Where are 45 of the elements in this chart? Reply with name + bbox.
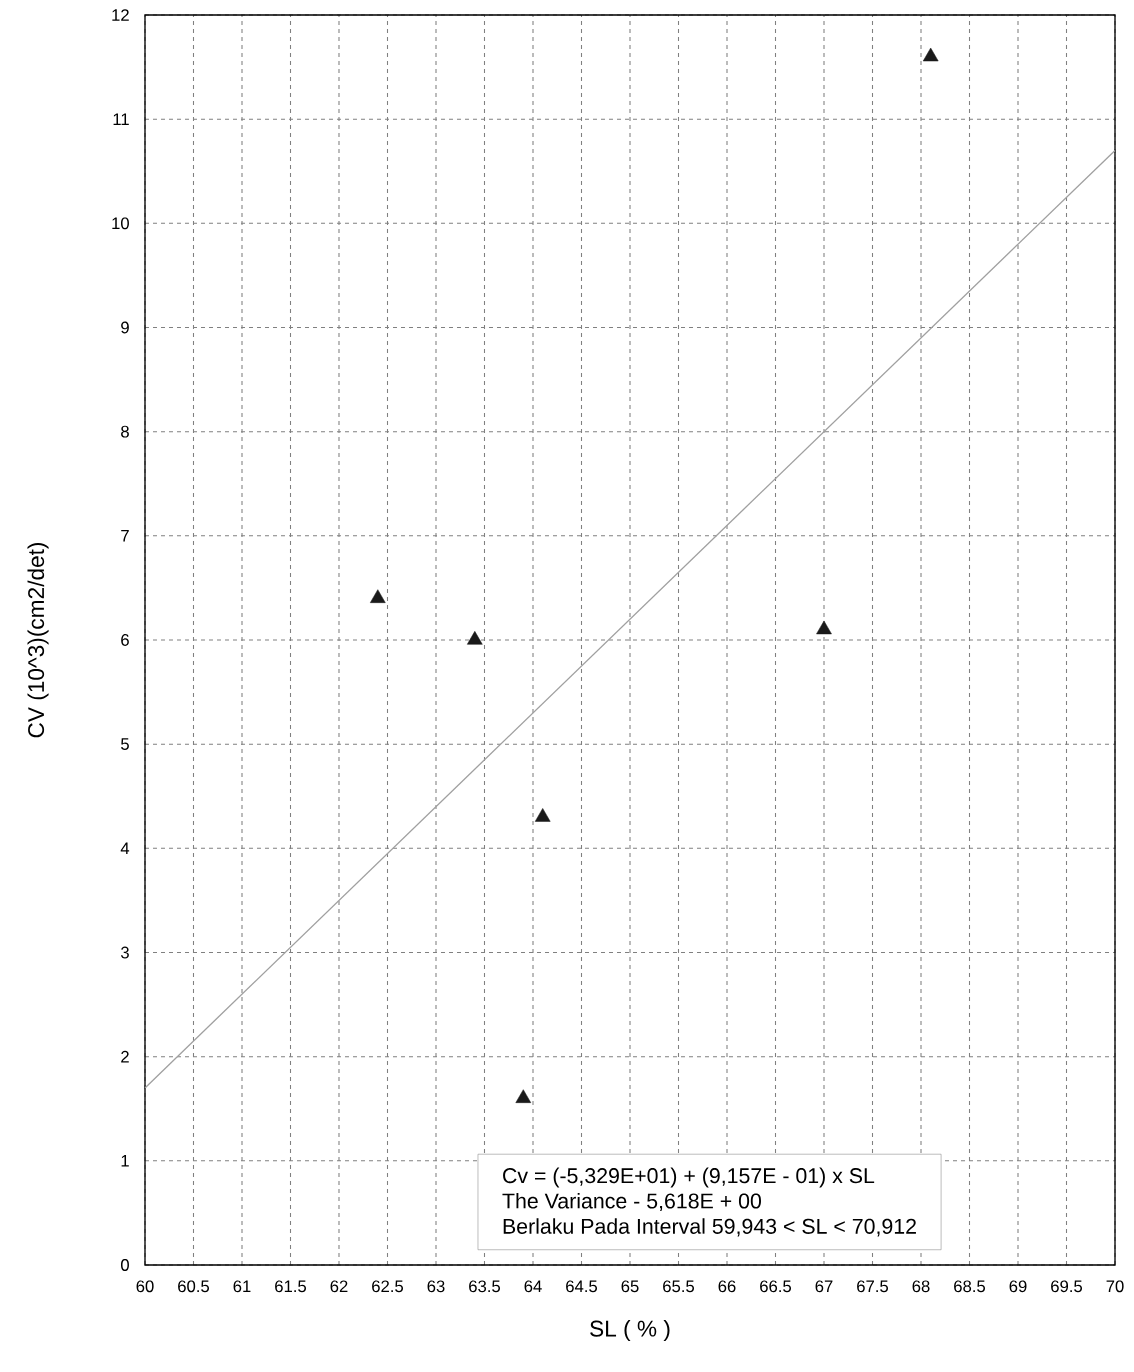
x-tick-label: 70 (1106, 1280, 1124, 1293)
x-tick-label: 63 (427, 1280, 445, 1293)
x-tick-label: 61 (233, 1280, 251, 1293)
y-tick-label: 4 (120, 842, 130, 855)
y-tick-label: 3 (120, 946, 129, 959)
annotation: The Variance - 5,618E + 00 (502, 1192, 761, 1212)
y-tick-label: 12 (112, 9, 129, 21)
y-tick-label: 9 (121, 321, 129, 334)
x-tick-label: 68 (912, 1280, 930, 1293)
x-tick-label: 67.5 (857, 1280, 889, 1293)
x-tick-label: 62.5 (372, 1280, 404, 1293)
x-tick-label: 64 (524, 1280, 542, 1293)
y-tick-label: 6 (121, 634, 129, 646)
point (370, 589, 386, 603)
x-tick-label: 67 (815, 1280, 833, 1293)
x-tick-label: 65.5 (663, 1280, 695, 1293)
point (515, 1089, 532, 1103)
y-tick-label: 7 (121, 530, 129, 542)
x-tick-label: 62 (330, 1280, 348, 1293)
point (922, 47, 939, 62)
annotation: Berlaku Pada Interval 59,943 < SL < 70,912 (503, 1218, 916, 1237)
y-tick-label: 8 (121, 425, 129, 438)
y-tick-label: 1 (121, 1155, 129, 1167)
y-tick-label: 2 (121, 1050, 129, 1063)
x-tick-label: 60.5 (178, 1280, 210, 1293)
x-tick-label: 64.5 (566, 1280, 598, 1293)
x-tick-label: 60 (136, 1280, 154, 1293)
x-tick-label: 61.5 (275, 1280, 307, 1293)
x-tick-label: 65 (621, 1280, 639, 1293)
x-tick-label: 69.5 (1051, 1280, 1083, 1293)
annotation: Cv = (-5,329E+01) + (9,157E - 01) x SL (503, 1167, 875, 1188)
point (816, 620, 832, 635)
x-axis-title: SL ( % ) (590, 1320, 670, 1342)
x-tick-label: 68.5 (954, 1280, 986, 1293)
x-tick-label: 69 (1009, 1280, 1027, 1293)
point (467, 631, 483, 645)
y-tick-label: 5 (121, 738, 129, 750)
x-tick-label: 66.5 (760, 1280, 792, 1293)
y-tick-label: 10 (112, 217, 129, 230)
y-tick-label: 0 (121, 1259, 129, 1271)
point (534, 808, 551, 822)
x-tick-label: 66 (718, 1280, 736, 1293)
y-tick-label: 11 (113, 113, 129, 125)
x-tick-label: 63.5 (469, 1280, 501, 1293)
y-axis-title: CV (10^3)(cm2/det) (27, 542, 49, 738)
